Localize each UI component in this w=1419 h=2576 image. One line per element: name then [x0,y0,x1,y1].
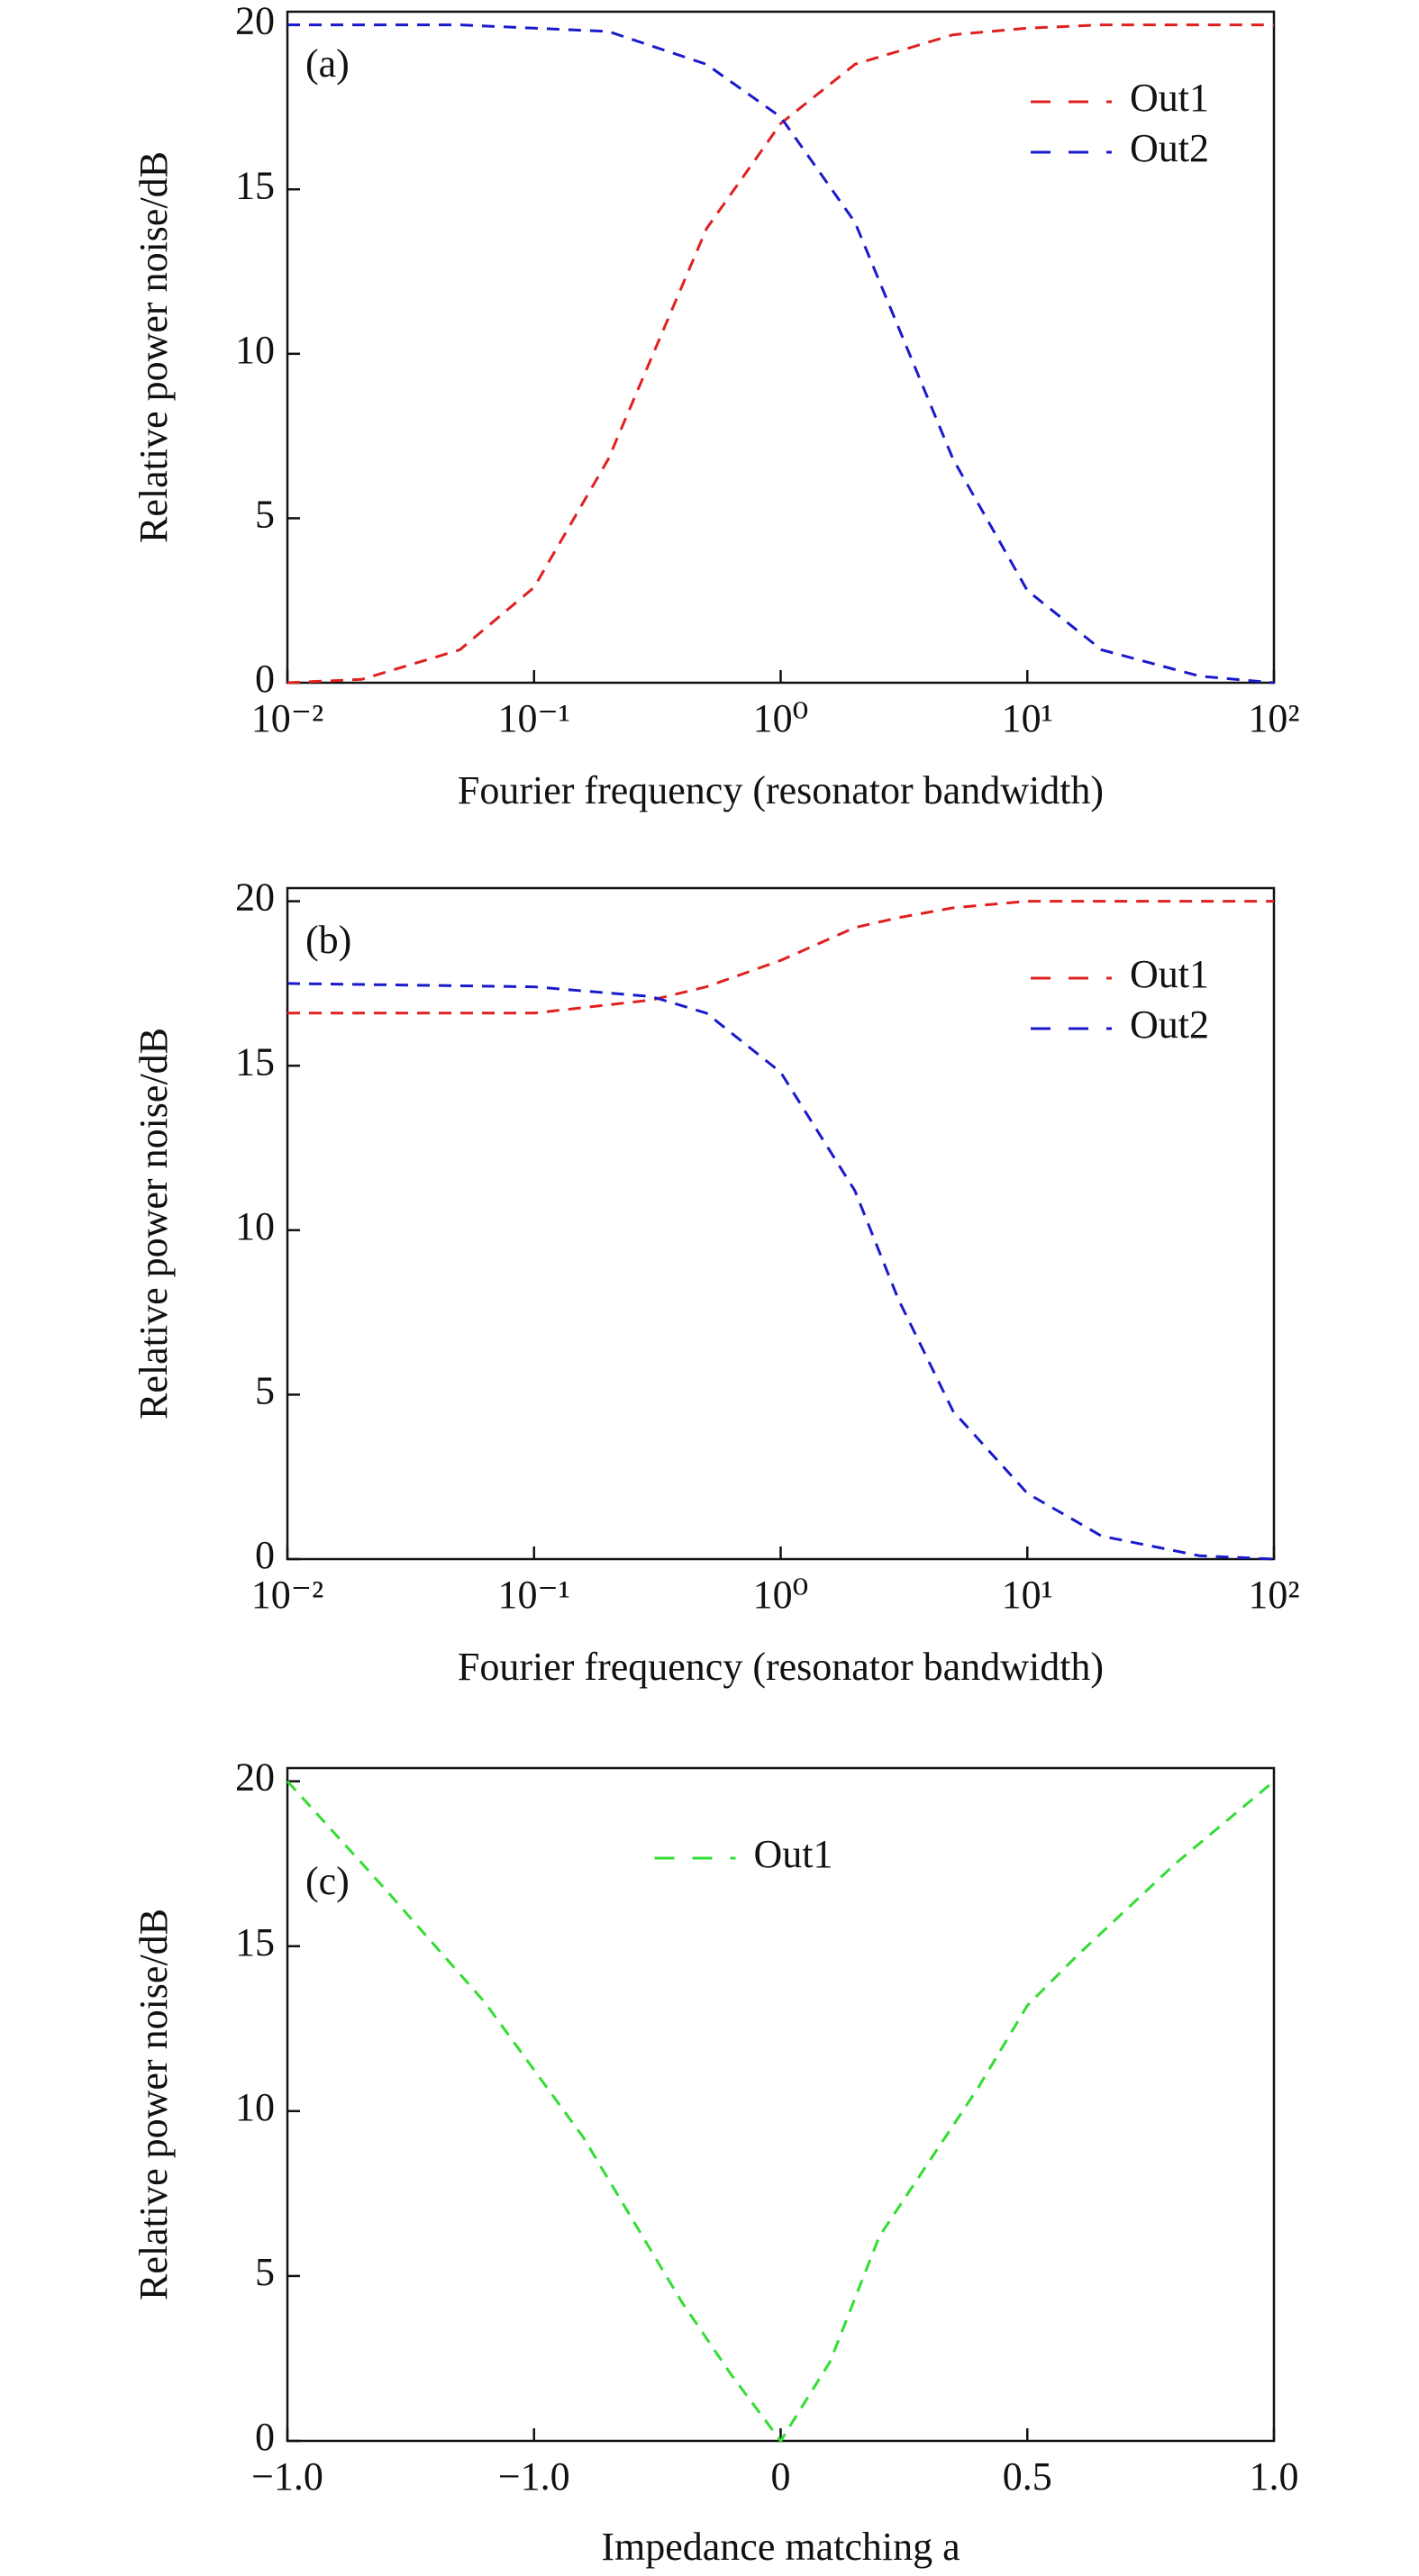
legend-label: Out2 [1130,126,1209,170]
y-tick-label: 20 [235,875,275,920]
y-tick-label: 15 [235,1039,275,1084]
x-axis-title: Fourier frequency (resonator bandwidth) [458,1645,1104,1689]
x-axis-title: Fourier frequency (resonator bandwidth) [458,768,1104,812]
legend-label: Out1 [754,1832,833,1876]
line-series [286,1780,1275,2444]
line-series [287,23,1274,685]
x-tick-label: 0 [771,2454,791,2499]
x-tick-label: 10² [1248,696,1299,740]
y-tick-label: 10 [235,2085,275,2129]
plot-frame [286,10,1276,685]
line-series [287,982,1275,1561]
legend-label: Out2 [1130,1002,1209,1047]
x-tick-label: 10⁻¹ [498,696,570,740]
y-tick-label: 20 [235,0,275,43]
line-series [287,900,1274,1015]
x-tick-label: 10⁰ [753,696,809,740]
x-tick-label: 10⁻¹ [498,1573,570,1617]
y-axis-title: Relative power noise/dB [132,1909,176,2300]
y-tick-label: 5 [255,492,275,536]
y-tick-label: 10 [235,328,275,372]
y-tick-label: 10 [235,1204,275,1248]
panel-label: (a) [305,41,350,86]
x-tick-label: −1.0 [498,2454,570,2499]
legend-label: Out1 [1130,76,1209,120]
x-tick-label: 10¹ [1002,696,1053,740]
x-tick-label: −1.0 [251,2454,323,2499]
plot-frame [286,886,1276,1561]
y-tick-label: 0 [255,657,275,701]
x-axis-title: Impedance matching a [601,2525,960,2569]
y-tick-label: 5 [255,2250,275,2294]
legend-label: Out1 [1130,952,1209,996]
x-tick-label: 10¹ [1002,1573,1053,1617]
y-tick-label: 0 [255,1533,275,1577]
line-series [287,23,1275,685]
y-tick-label: 0 [255,2415,275,2459]
x-tick-label: 10⁻² [251,1573,323,1617]
x-tick-label: 0.5 [1003,2454,1052,2499]
panel-label: (c) [305,1859,350,1903]
y-tick-label: 15 [235,163,275,207]
y-tick-label: 5 [255,1368,275,1412]
y-axis-title: Relative power noise/dB [132,1028,176,1420]
y-tick-label: 15 [235,1920,275,1964]
x-tick-label: 10⁰ [753,1573,809,1617]
panel-label: (b) [305,918,351,962]
y-axis-title: Relative power noise/dB [132,151,176,543]
x-tick-label: 1.0 [1250,2454,1299,2499]
x-tick-label: 10² [1248,1573,1299,1617]
x-tick-label: 10⁻² [251,696,323,740]
y-tick-label: 20 [235,1755,275,1800]
